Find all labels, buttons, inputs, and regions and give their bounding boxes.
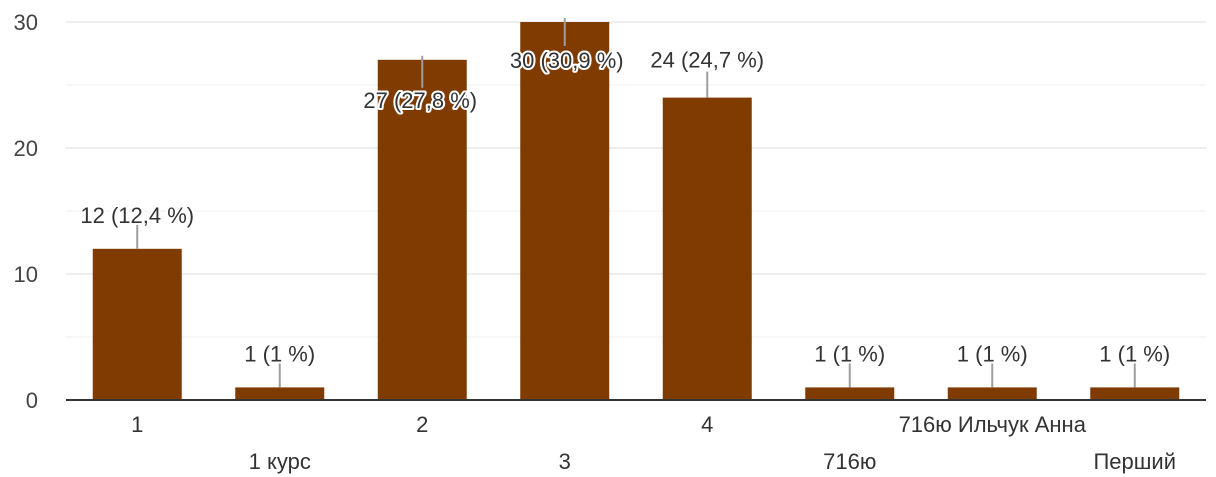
bar bbox=[92, 248, 182, 400]
bars bbox=[92, 22, 1180, 401]
x-category-label: 3 bbox=[559, 449, 571, 474]
gridlines bbox=[66, 21, 1206, 338]
data-label: 27 (27,8 %) bbox=[363, 88, 477, 113]
data-label: 30 (30,9 %) bbox=[510, 48, 624, 73]
data-label-leaders bbox=[136, 18, 1136, 388]
y-tick-label: 10 bbox=[14, 262, 38, 287]
data-label: 1 (1 %) bbox=[244, 341, 315, 366]
y-tick-label: 0 bbox=[26, 388, 38, 413]
data-label: 1 (1 %) bbox=[957, 341, 1028, 366]
x-category-label: 716ю bbox=[823, 449, 876, 474]
y-tick-label: 30 bbox=[14, 10, 38, 35]
x-category-label: 1 bbox=[131, 412, 143, 437]
data-label: 24 (24,7 %) bbox=[650, 48, 764, 73]
data-label: 1 (1 %) bbox=[1099, 341, 1170, 366]
x-category-label: 1 курс bbox=[249, 449, 311, 474]
y-tick-label: 20 bbox=[14, 136, 38, 161]
bar bbox=[662, 97, 752, 400]
bar bbox=[805, 387, 895, 400]
x-category-label: Перший bbox=[1093, 449, 1176, 474]
bar bbox=[520, 22, 610, 400]
bar bbox=[377, 59, 467, 401]
x-category-label: 2 bbox=[416, 412, 428, 437]
bar bbox=[235, 387, 325, 400]
data-label: 12 (12,4 %) bbox=[80, 203, 194, 228]
y-axis-ticks: 0 10 20 30 bbox=[14, 10, 38, 413]
x-category-label: 716ю Ильчук Анна bbox=[899, 412, 1087, 437]
data-labels: 12 (12,4 %) 1 (1 %) 27 (27,8 %) 30 (30,9 %)… bbox=[78, 46, 1172, 369]
bar bbox=[1090, 387, 1180, 400]
bar bbox=[947, 387, 1037, 400]
data-label: 1 (1 %) bbox=[814, 341, 885, 366]
x-category-label: 4 bbox=[701, 412, 713, 437]
